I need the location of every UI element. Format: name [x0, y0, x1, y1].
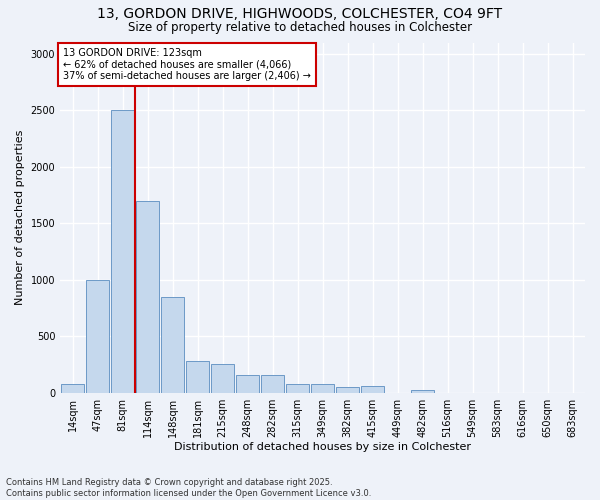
Bar: [337, 387, 359, 392]
Bar: [211, 364, 234, 392]
Bar: [236, 375, 259, 392]
Text: Contains HM Land Registry data © Crown copyright and database right 2025.
Contai: Contains HM Land Registry data © Crown c…: [6, 478, 371, 498]
X-axis label: Distribution of detached houses by size in Colchester: Distribution of detached houses by size …: [174, 442, 471, 452]
Bar: [161, 296, 184, 392]
Bar: [361, 386, 384, 392]
Bar: [136, 200, 159, 392]
Bar: [61, 384, 84, 392]
Text: 13 GORDON DRIVE: 123sqm
← 62% of detached houses are smaller (4,066)
37% of semi: 13 GORDON DRIVE: 123sqm ← 62% of detache…: [63, 48, 311, 81]
Y-axis label: Number of detached properties: Number of detached properties: [15, 130, 25, 306]
Bar: [412, 390, 434, 392]
Bar: [187, 361, 209, 392]
Bar: [262, 375, 284, 392]
Bar: [286, 384, 309, 392]
Bar: [86, 280, 109, 392]
Bar: [311, 384, 334, 392]
Bar: [112, 110, 134, 392]
Text: 13, GORDON DRIVE, HIGHWOODS, COLCHESTER, CO4 9FT: 13, GORDON DRIVE, HIGHWOODS, COLCHESTER,…: [97, 8, 503, 22]
Text: Size of property relative to detached houses in Colchester: Size of property relative to detached ho…: [128, 21, 472, 34]
